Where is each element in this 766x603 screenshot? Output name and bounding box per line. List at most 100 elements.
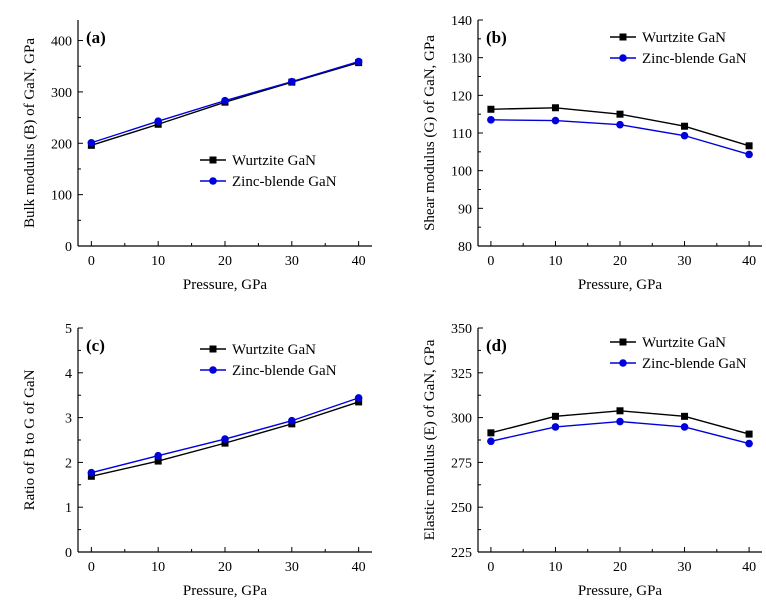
- legend-label: Zinc-blende GaN: [642, 51, 747, 67]
- data-point-square: [681, 122, 689, 130]
- y-tick-label: 2: [65, 456, 72, 471]
- data-point-square: [154, 457, 162, 465]
- legend-entry-2: Zinc-blende GaN: [200, 363, 337, 379]
- legend-marker-square: [619, 338, 627, 346]
- data-point-circle: [87, 468, 96, 477]
- data-point-square: [487, 105, 495, 113]
- legend-marker-circle: [619, 54, 627, 62]
- y-tick-label: 275: [451, 456, 472, 471]
- x-tick-label: 40: [742, 560, 756, 575]
- legend-label: Wurtzite GaN: [642, 335, 726, 351]
- data-point-square: [745, 430, 753, 438]
- legend-label: Wurtzite GaN: [232, 342, 316, 358]
- y-axis-label: Ratio of B to G of GaN: [22, 369, 38, 510]
- y-axis-label: Shear modulus (G) of GaN, GPa: [422, 35, 438, 231]
- x-tick-label: 20: [218, 560, 232, 575]
- y-tick-label: 400: [51, 35, 72, 50]
- x-tick-label: 30: [678, 254, 692, 269]
- legend-marker-circle: [209, 177, 217, 185]
- data-point-circle: [680, 131, 689, 140]
- data-point-square: [681, 412, 689, 420]
- data-point-circle: [616, 417, 624, 426]
- y-tick-label: 120: [451, 89, 472, 104]
- legend-marker-circle: [619, 359, 627, 367]
- x-tick-label: 10: [151, 560, 165, 575]
- x-tick-label: 30: [678, 560, 692, 575]
- panel-label: (a): [86, 28, 106, 47]
- data-point-square: [551, 412, 559, 420]
- y-tick-label: 1: [65, 501, 72, 516]
- legend-entry-1: Wurtzite GaN: [610, 30, 726, 46]
- x-tick-label: 0: [487, 560, 494, 575]
- data-point-circle: [288, 77, 296, 86]
- legend-marker-square: [209, 156, 217, 164]
- legend-label: Zinc-blende GaN: [232, 174, 337, 190]
- x-tick-label: 0: [88, 254, 95, 269]
- legend-label: Wurtzite GaN: [232, 153, 316, 169]
- legend-marker-square: [209, 345, 217, 353]
- data-point-circle: [680, 423, 689, 431]
- x-tick-label: 10: [151, 254, 165, 269]
- y-tick-label: 100: [451, 165, 472, 180]
- x-tick-label: 20: [613, 254, 627, 269]
- y-tick-label: 5: [65, 322, 72, 337]
- y-tick-label: 300: [51, 86, 72, 101]
- legend-label: Zinc-blende GaN: [642, 356, 747, 372]
- x-tick-label: 10: [548, 254, 562, 269]
- panel-label: (c): [86, 336, 105, 355]
- data-point-circle: [221, 435, 229, 443]
- y-tick-label: 4: [65, 367, 72, 382]
- panel-label: (d): [486, 336, 507, 355]
- y-tick-label: 130: [451, 52, 472, 67]
- data-point-circle: [551, 423, 560, 431]
- x-tick-label: 20: [613, 560, 627, 575]
- legend-label: Wurtzite GaN: [642, 30, 726, 46]
- data-point-circle: [354, 394, 363, 402]
- y-axis-label: Bulk modulus (B) of GaN, GPa: [22, 38, 38, 228]
- data-point-circle: [745, 439, 753, 448]
- y-axis-label: Elastic modulus (E) of GaN, GPa: [422, 339, 438, 540]
- y-tick-label: 3: [65, 412, 72, 427]
- legend-entry-1: Wurtzite GaN: [610, 335, 726, 351]
- y-tick-label: 0: [65, 546, 72, 561]
- y-tick-label: 350: [451, 322, 472, 337]
- data-point-square: [616, 110, 624, 118]
- x-axis-label: Pressure, GPa: [183, 583, 267, 599]
- x-tick-label: 10: [548, 560, 562, 575]
- data-point-circle: [745, 150, 753, 159]
- legend-entry-2: Zinc-blende GaN: [610, 51, 747, 67]
- data-point-square: [355, 398, 363, 406]
- y-tick-label: 140: [451, 14, 472, 29]
- panel-label: (b): [486, 28, 507, 47]
- y-tick-label: 0: [65, 240, 72, 255]
- data-point-circle: [154, 117, 162, 125]
- legend-entry-2: Zinc-blende GaN: [200, 174, 337, 190]
- data-point-circle: [87, 138, 96, 147]
- y-tick-label: 90: [458, 202, 472, 217]
- chart-panel-3: 0 10 20 30 40 0 1 2 3 4 5 Pressure, GPa Ratio of B t…: [22, 322, 372, 599]
- data-point-square: [221, 439, 229, 447]
- series-line-2: [91, 397, 359, 474]
- x-tick-label: 40: [742, 254, 756, 269]
- data-point-square: [616, 407, 624, 415]
- x-tick-label: 0: [487, 254, 494, 269]
- y-tick-label: 200: [51, 137, 72, 152]
- legend-marker-circle: [209, 366, 217, 374]
- data-point-square: [487, 429, 495, 437]
- chart-panel-2: 0 10 20 30 40 80 90 100 110 120 130 140 Pressure, GP…: [422, 14, 762, 293]
- x-axis-label: Pressure, GPa: [578, 277, 662, 293]
- x-tick-label: 30: [285, 560, 299, 575]
- y-tick-label: 325: [451, 367, 472, 382]
- legend-entry-1: Wurtzite GaN: [200, 153, 316, 169]
- data-point-circle: [288, 416, 296, 425]
- y-tick-label: 300: [451, 412, 472, 427]
- y-tick-label: 250: [451, 501, 472, 516]
- y-tick-label: 225: [451, 546, 472, 561]
- x-axis-label: Pressure, GPa: [578, 583, 662, 599]
- data-point-circle: [221, 96, 229, 105]
- legend-entry-2: Zinc-blende GaN: [610, 356, 747, 372]
- data-point-circle: [354, 57, 363, 66]
- x-axis-label: Pressure, GPa: [183, 277, 267, 293]
